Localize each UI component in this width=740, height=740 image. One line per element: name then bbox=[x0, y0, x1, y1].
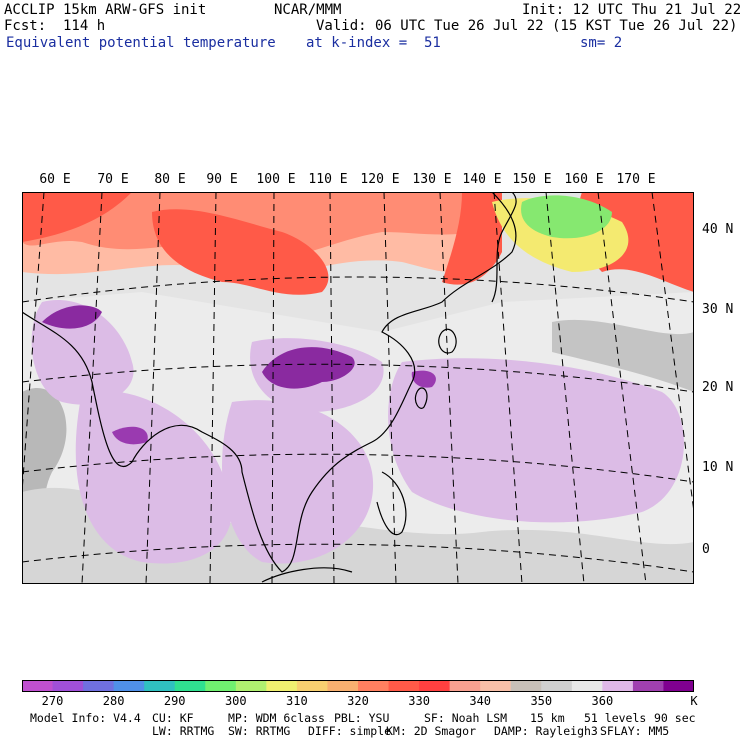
colorbar-swatch bbox=[388, 680, 420, 692]
colorbar-frame bbox=[22, 680, 694, 692]
map-border bbox=[22, 192, 694, 584]
colorbar-label: 280 bbox=[102, 694, 125, 708]
model-info-item: SFLAY: MM5 bbox=[600, 724, 670, 738]
model-info-item: CU: KF bbox=[152, 711, 194, 725]
lat-label: 20 N bbox=[702, 380, 734, 395]
model-info-item: LW: RRTMG bbox=[152, 724, 215, 738]
smoothing-label: sm= 2 bbox=[580, 35, 623, 51]
colorbar-swatch bbox=[632, 680, 664, 692]
colorbar-swatch bbox=[266, 680, 298, 692]
hot-central-asia bbox=[22, 192, 132, 242]
model-info-item: DAMP: Rayleigh3 bbox=[494, 724, 598, 738]
lon-label: 130 E bbox=[412, 172, 452, 187]
colorbar-swatch bbox=[663, 680, 694, 692]
purple-east-china-sea bbox=[411, 370, 436, 388]
lon-label: 140 E bbox=[462, 172, 502, 187]
colorbar-label: 300 bbox=[224, 694, 247, 708]
colorbar-swatch bbox=[358, 680, 390, 692]
colorbar-swatch bbox=[327, 680, 359, 692]
coastlines bbox=[22, 192, 517, 583]
model-info-item: KM: 2D Smagor bbox=[386, 724, 477, 738]
model-info-item: MP: WDM 6class bbox=[228, 711, 325, 725]
model-info-item: Model Info: V4.4 bbox=[30, 711, 141, 725]
colorbar-swatch bbox=[174, 680, 206, 692]
model-info-item: SW: RRTMG bbox=[228, 724, 291, 738]
lon-label: 60 E bbox=[39, 172, 71, 187]
colorbar-label: 320 bbox=[347, 694, 369, 708]
model-info-item: 90 sec bbox=[654, 711, 696, 725]
lon-label: 70 E bbox=[97, 172, 129, 187]
colorbar-label: 330 bbox=[408, 694, 430, 708]
lon-label: 120 E bbox=[360, 172, 400, 187]
level-label: at k-index = 51 bbox=[306, 35, 441, 51]
colorbar-swatch bbox=[571, 680, 603, 692]
colorbar-unit: K bbox=[690, 694, 698, 708]
field-name: Equivalent potential temperature bbox=[6, 35, 276, 51]
init-time: Init: 12 UTC Thu 21 Jul 22 bbox=[522, 2, 740, 18]
colorbar-swatch bbox=[510, 680, 542, 692]
colorbar-swatch bbox=[205, 680, 237, 692]
colorbar-swatch bbox=[235, 680, 267, 692]
colorbar-label: 290 bbox=[163, 694, 186, 708]
graticule bbox=[22, 192, 694, 584]
org-label: NCAR/MMM bbox=[274, 2, 342, 18]
colorbar-swatch bbox=[602, 680, 634, 692]
lon-label: 160 E bbox=[564, 172, 604, 187]
lon-label: 80 E bbox=[154, 172, 186, 187]
warm-band bbox=[22, 192, 502, 259]
lon-label: 170 E bbox=[616, 172, 656, 187]
lon-label: 150 E bbox=[512, 172, 552, 187]
colorbar-label: 340 bbox=[469, 694, 492, 708]
map-panel bbox=[22, 192, 694, 584]
colorbar-label: 270 bbox=[41, 694, 64, 708]
hot-manchuria bbox=[442, 192, 502, 285]
colorbar-swatch bbox=[449, 680, 481, 692]
model-info-item: 51 levels bbox=[584, 711, 647, 725]
colorbar-swatch bbox=[419, 680, 451, 692]
colorbar-label: 360 bbox=[591, 694, 614, 708]
model-info-item: 15 km bbox=[530, 711, 565, 725]
lon-label: 100 E bbox=[256, 172, 296, 187]
colorbar-swatch bbox=[113, 680, 145, 692]
lon-label: 90 E bbox=[206, 172, 238, 187]
lon-label: 110 E bbox=[308, 172, 348, 187]
pacific-gray bbox=[552, 319, 694, 392]
colorbar-swatch bbox=[83, 680, 115, 692]
green-north-pacific bbox=[521, 195, 612, 239]
hot-mongolia bbox=[152, 209, 329, 295]
colorbar-label: 350 bbox=[530, 694, 553, 708]
colorbar-swatch bbox=[541, 680, 573, 692]
valid-time: Valid: 06 UTC Tue 26 Jul 22 (15 KST Tue … bbox=[316, 18, 738, 34]
lilac-region-2 bbox=[222, 400, 374, 564]
model-title: ACCLIP 15km ARW-GFS init bbox=[4, 2, 207, 18]
colorbar-swatch bbox=[144, 680, 176, 692]
colorbar-swatch bbox=[296, 680, 328, 692]
purple-bay-bengal bbox=[112, 426, 148, 445]
model-info-item: SF: Noah LSM bbox=[424, 711, 508, 725]
lat-label: 0 bbox=[702, 542, 710, 557]
lat-label: 30 N bbox=[702, 302, 734, 317]
purple-pakistan bbox=[42, 305, 102, 329]
forecast-hour: Fcst: 114 h bbox=[4, 18, 106, 34]
colorbar-swatch bbox=[52, 680, 84, 692]
colorbar bbox=[22, 680, 694, 692]
colorbar-label: 310 bbox=[286, 694, 308, 708]
lat-label: 40 N bbox=[702, 222, 734, 237]
colorbar-swatch bbox=[480, 680, 512, 692]
colorbar-swatch bbox=[22, 680, 54, 692]
model-info-item: PBL: YSU bbox=[334, 711, 390, 725]
model-info-item: DIFF: simple bbox=[308, 724, 392, 738]
lat-label: 10 N bbox=[702, 460, 734, 475]
lilac-region-3 bbox=[388, 358, 684, 523]
